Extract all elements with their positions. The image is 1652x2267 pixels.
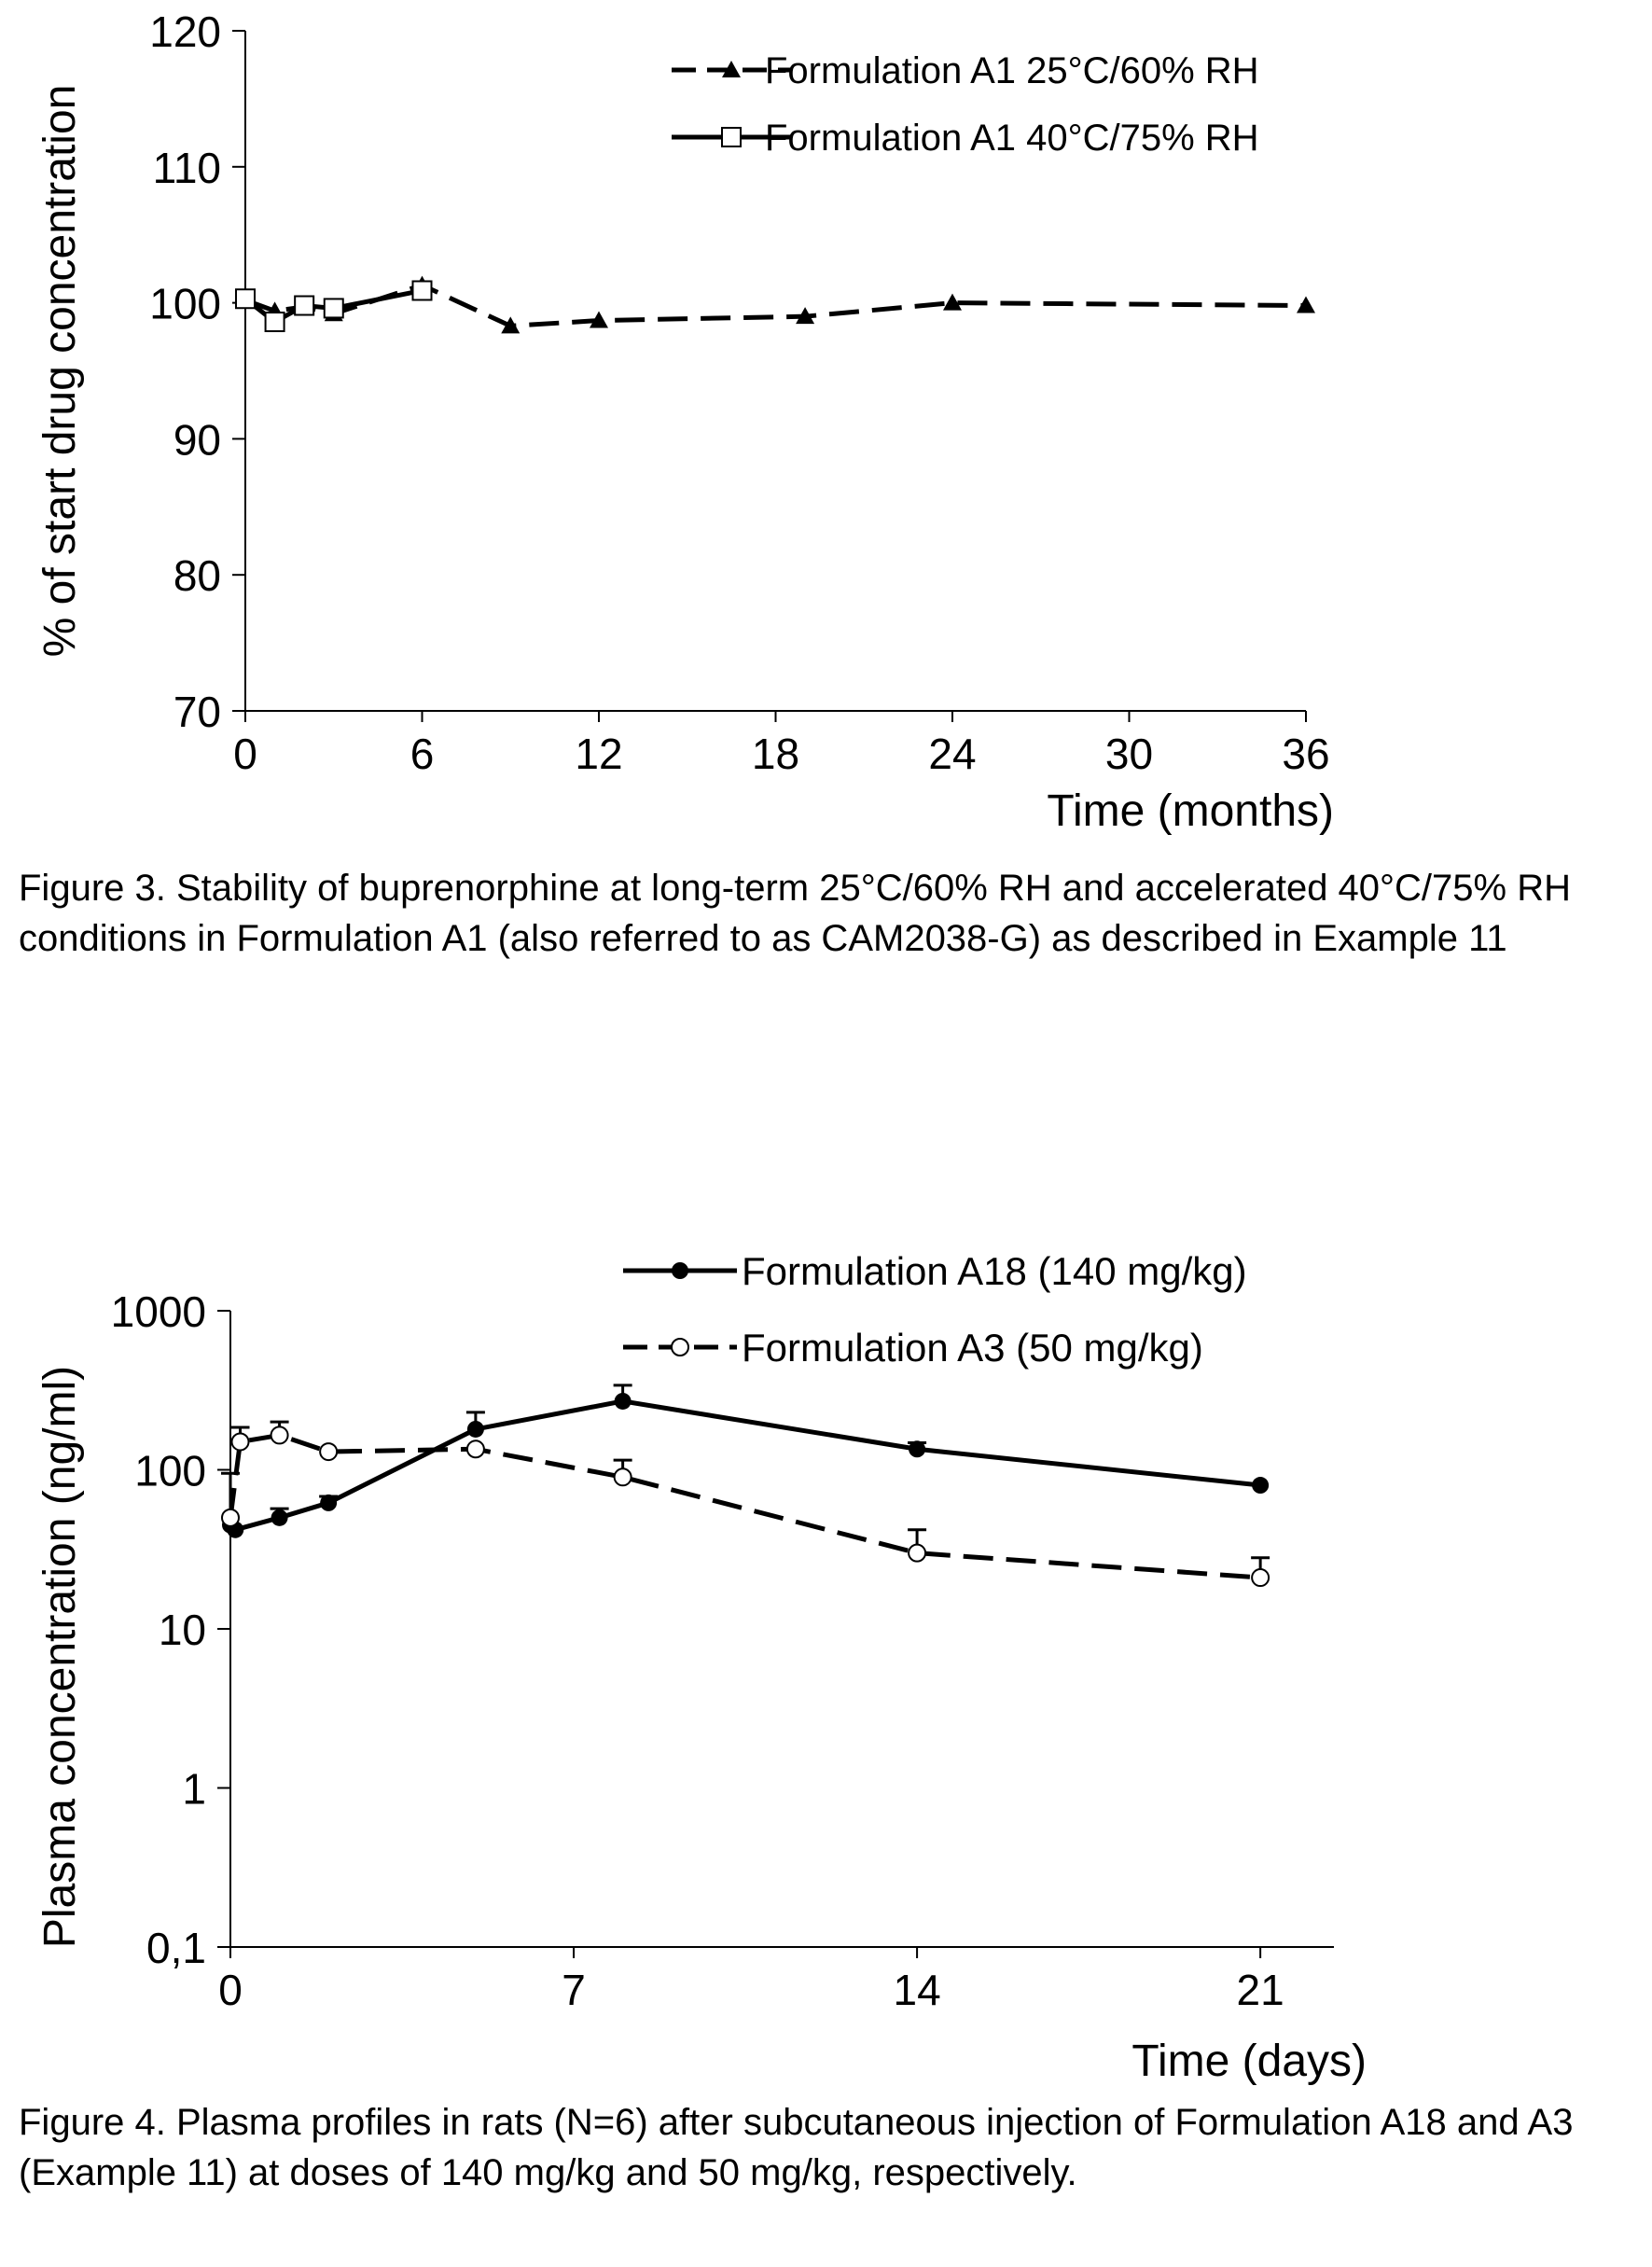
data-point <box>501 316 521 334</box>
data-point <box>271 1509 288 1526</box>
y-tick-label: 1 <box>182 1765 206 1814</box>
series-line <box>244 282 1307 328</box>
x-tick-label: 0 <box>233 730 257 778</box>
data-point <box>1297 296 1315 313</box>
series-2 <box>235 280 433 333</box>
plasma-profile-chart: 0,1 1 10 100 1000 0 7 14 21 Time (days) Plasma con… <box>35 1249 1367 2086</box>
data-point <box>943 293 962 311</box>
figure-3-caption: Figure 3. Stability of buprenorphine at … <box>19 868 1571 959</box>
data-point <box>466 1420 484 1438</box>
data-point <box>264 312 285 333</box>
series-2 <box>221 1420 1270 1588</box>
series-1 <box>222 1384 1270 1538</box>
legend-marker <box>671 1338 689 1356</box>
data-point <box>230 1432 250 1452</box>
data-point <box>909 1440 926 1458</box>
series-line <box>229 1398 1261 1533</box>
x-axis-label: Time (days) <box>1131 2037 1367 2086</box>
data-point <box>323 298 344 319</box>
y-tick-label: 80 <box>174 551 221 600</box>
y-tick-label: 1000 <box>111 1287 206 1336</box>
x-tick-label: 0 <box>218 1966 243 2014</box>
data-point <box>1251 1568 1270 1588</box>
legend-label: Formulation A1 25°C/60% RH <box>765 50 1259 91</box>
data-point <box>294 295 315 316</box>
x-axis-label: Time (months) <box>1047 786 1334 836</box>
y-tick-label: 100 <box>149 280 221 328</box>
y-tick-label: 90 <box>174 415 221 464</box>
series-line <box>228 1432 1261 1580</box>
series-1 <box>236 275 1315 334</box>
data-point <box>235 288 256 310</box>
legend-label: Formulation A3 (50 mg/kg) <box>742 1326 1203 1370</box>
data-point <box>221 1508 240 1527</box>
legend-label: Formulation A1 40°C/75% RH <box>765 118 1259 159</box>
x-tick-label: 18 <box>752 730 799 778</box>
data-point <box>796 307 815 325</box>
x-tick-label: 30 <box>1105 730 1153 778</box>
x-tick-label: 12 <box>575 730 622 778</box>
data-point <box>590 311 608 328</box>
x-tick-label: 21 <box>1237 1966 1284 2014</box>
data-point <box>319 1442 339 1462</box>
data-point <box>908 1543 927 1563</box>
data-point <box>411 280 433 301</box>
data-point <box>613 1467 632 1487</box>
y-tick-label: 10 <box>159 1606 206 1654</box>
y-tick-label: 120 <box>149 7 221 56</box>
legend-marker <box>672 1262 688 1279</box>
y-tick-label: 70 <box>174 688 221 736</box>
x-tick-label: 36 <box>1282 730 1329 778</box>
data-point <box>270 1426 289 1445</box>
data-point <box>614 1392 632 1410</box>
y-tick-label: 110 <box>153 144 221 192</box>
x-tick-label: 14 <box>894 1966 941 2014</box>
x-tick-label: 6 <box>410 730 435 778</box>
data-point <box>465 1439 485 1459</box>
legend-label: Formulation A18 (140 mg/kg) <box>742 1249 1247 1293</box>
y-tick-label: 100 <box>134 1447 206 1495</box>
y-axis-label: % of start drug concentration <box>35 85 85 658</box>
y-axis-label: Plasma concentration (ng/ml) <box>35 1366 85 1948</box>
stability-chart: 70 80 90 100 110 120 0 6 12 18 24 30 36 Time (months)… <box>35 7 1334 836</box>
x-tick-label: 7 <box>562 1966 586 2014</box>
x-tick-label: 24 <box>928 730 976 778</box>
data-point <box>320 1494 338 1511</box>
y-tick-label: 0,1 <box>146 1924 206 1972</box>
legend-marker <box>721 127 742 147</box>
figure-4-caption: Figure 4. Plasma profiles in rats (N=6) … <box>19 2102 1574 2193</box>
legend-marker <box>722 61 741 77</box>
data-point <box>1252 1477 1270 1495</box>
